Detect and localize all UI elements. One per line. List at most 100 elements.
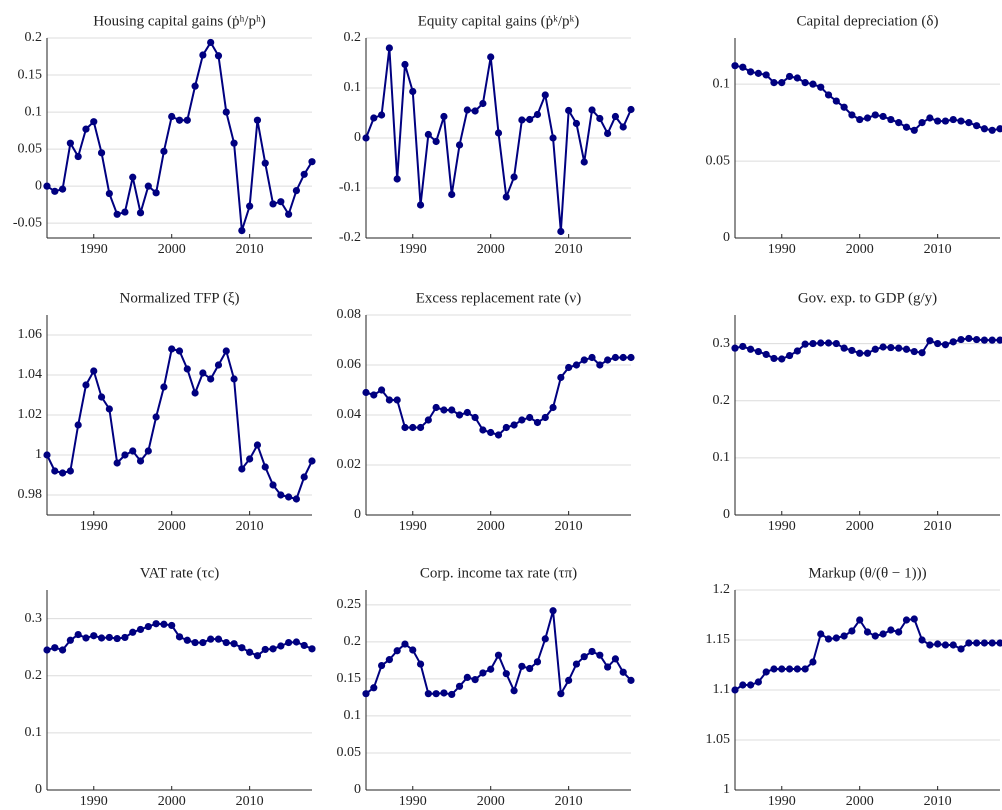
data-point xyxy=(762,350,770,359)
data-point xyxy=(793,347,801,355)
data-point xyxy=(74,152,82,161)
data-point xyxy=(580,356,588,364)
data-point xyxy=(926,337,934,345)
data-point xyxy=(199,638,207,647)
data-point xyxy=(871,345,879,353)
data-point xyxy=(541,635,549,643)
data-point xyxy=(440,689,448,697)
data-point xyxy=(739,681,747,689)
x-tick-label: 2000 xyxy=(477,794,505,809)
data-point xyxy=(494,651,503,659)
panel-title: Housing capital gains (ṗʰ/pʰ) xyxy=(93,13,266,29)
data-point xyxy=(526,413,534,422)
data-point xyxy=(754,69,762,77)
data-point xyxy=(731,686,739,694)
data-point xyxy=(604,129,612,138)
data-point xyxy=(957,335,965,344)
data-point xyxy=(113,459,121,467)
panel-title: Capital depreciation (δ) xyxy=(796,13,938,29)
data-point xyxy=(604,663,612,671)
data-point xyxy=(214,635,223,643)
data-point xyxy=(739,63,747,71)
data-point xyxy=(207,375,215,383)
data-point xyxy=(572,660,581,668)
data-point xyxy=(809,80,817,88)
data-point xyxy=(973,122,981,130)
data-point xyxy=(611,112,620,121)
data-point xyxy=(207,635,215,643)
data-point xyxy=(533,658,542,666)
data-point xyxy=(82,125,90,133)
data-point xyxy=(611,655,620,663)
data-point xyxy=(863,349,872,357)
data-point xyxy=(269,645,277,653)
data-point xyxy=(487,428,495,437)
y-tick-label: 1.06 xyxy=(18,327,43,342)
data-point xyxy=(739,342,747,351)
data-point xyxy=(801,79,809,87)
data-point xyxy=(778,79,786,87)
data-point xyxy=(416,423,425,432)
data-point xyxy=(416,660,425,668)
data-point xyxy=(168,621,176,630)
data-point xyxy=(754,347,762,356)
data-point xyxy=(879,112,887,121)
y-tick-label: 0 xyxy=(35,782,42,797)
data-point xyxy=(308,457,316,465)
data-point xyxy=(448,406,456,414)
data-point xyxy=(370,391,378,399)
data-point xyxy=(824,635,833,643)
data-point xyxy=(401,423,409,432)
data-point xyxy=(152,189,160,197)
data-point xyxy=(43,646,51,654)
data-point xyxy=(479,669,487,677)
data-point xyxy=(840,632,848,640)
data-point xyxy=(409,87,417,96)
y-tick-label: 0.08 xyxy=(337,307,362,322)
data-point xyxy=(902,123,911,131)
data-point xyxy=(980,336,989,344)
data-point xyxy=(627,353,635,362)
data-point xyxy=(557,690,565,698)
data-point xyxy=(269,200,277,208)
y-tick-label: 0.1 xyxy=(344,708,362,723)
y-tick-label: 0.05 xyxy=(337,745,362,760)
panel: Gov. exp. to GDP (g/y) 0 0.1 0.2 0.3 1990 2000… xyxy=(713,290,1002,534)
x-tick-label: 1990 xyxy=(768,519,796,534)
data-point xyxy=(432,137,440,146)
data-point xyxy=(292,495,301,503)
data-point xyxy=(144,182,152,190)
data-point xyxy=(463,106,471,114)
data-point xyxy=(58,469,67,477)
y-tick-label: -0.1 xyxy=(339,180,361,195)
data-point xyxy=(510,687,518,695)
y-tick-label: 0 xyxy=(723,230,730,245)
data-point xyxy=(596,651,604,659)
data-point xyxy=(549,607,557,615)
y-tick-label: 0.15 xyxy=(337,671,362,686)
data-point xyxy=(510,173,518,181)
data-point xyxy=(66,636,74,644)
data-point xyxy=(793,74,801,82)
data-point xyxy=(863,114,872,122)
x-tick-label: 2000 xyxy=(158,242,186,257)
data-point xyxy=(370,114,378,122)
data-point xyxy=(144,622,152,631)
data-point xyxy=(596,114,604,123)
data-point xyxy=(129,628,137,636)
data-point xyxy=(817,339,825,347)
panel: Capital depreciation (δ) 0 0.05 0.1 1990 2000… xyxy=(706,13,1002,257)
data-point xyxy=(494,129,503,137)
data-point xyxy=(746,345,755,353)
y-tick-label: 0.02 xyxy=(337,457,362,472)
data-point xyxy=(51,467,59,475)
data-point xyxy=(785,72,794,81)
data-point xyxy=(82,381,90,389)
data-point xyxy=(175,633,184,641)
data-point xyxy=(238,644,246,652)
data-point xyxy=(448,190,456,199)
y-tick-label: -0.2 xyxy=(339,230,361,245)
y-tick-label: 0.2 xyxy=(25,668,43,683)
panel-title: Markup (θ/(θ − 1))) xyxy=(808,565,926,581)
data-point xyxy=(136,457,145,465)
